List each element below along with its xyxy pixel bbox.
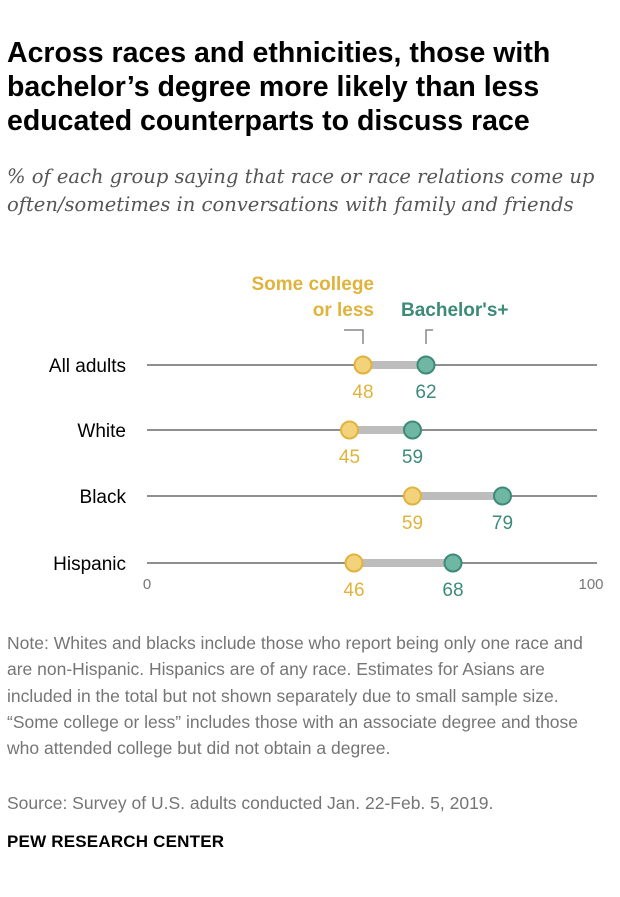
note-text: Note: Whites and blacks include those wh… xyxy=(7,633,583,758)
chart-rows: All adults 48 62 White 45 59 Black 59 79 Hispanic… xyxy=(49,355,597,601)
category-label-white: White xyxy=(77,421,126,442)
dot-some-college-white xyxy=(340,420,359,440)
dot-bachelors-black xyxy=(493,486,512,506)
category-label-all-adults: All adults xyxy=(49,356,126,377)
axis-ticks: 0 100 xyxy=(143,576,604,593)
row-all-adults: All adults 48 62 xyxy=(49,355,597,403)
tick-label-100: 100 xyxy=(578,576,603,593)
value-label-bachelors-black: 79 xyxy=(492,513,513,534)
category-label-hispanic: Hispanic xyxy=(53,554,126,575)
legend-connector-bachelors xyxy=(425,329,433,344)
value-label-some-college-black: 59 xyxy=(402,513,423,534)
value-label-some-college-all-adults: 48 xyxy=(352,382,373,403)
row-white: White 45 59 xyxy=(77,420,597,468)
value-label-some-college-hispanic: 46 xyxy=(343,580,364,601)
legend-bachelors: Bachelor's+ xyxy=(401,300,509,321)
value-label-some-college-white: 45 xyxy=(339,447,360,468)
legend-some-college-line-1: Some college xyxy=(252,274,375,295)
dot-some-college-hispanic xyxy=(344,553,364,573)
legend-some-college-line-2: or less xyxy=(313,300,374,321)
legend-connector-some-college xyxy=(344,329,364,344)
value-label-bachelors-white: 59 xyxy=(402,447,423,468)
row-black: Black 59 79 xyxy=(80,486,597,534)
source-text: Source: Survey of U.S. adults conducted … xyxy=(7,793,494,813)
dot-chart: Some college or less Bachelor's+ All adult… xyxy=(49,274,604,601)
row-hispanic: Hispanic 46 68 xyxy=(53,553,597,601)
tick-label-0: 0 xyxy=(143,576,151,593)
dot-bachelors-white xyxy=(403,420,422,440)
dot-bachelors-hispanic xyxy=(443,553,463,573)
legend: Some college or less Bachelor's+ xyxy=(252,274,509,344)
dot-some-college-all-adults xyxy=(353,355,373,375)
category-label-black: Black xyxy=(80,487,127,508)
value-label-bachelors-hispanic: 68 xyxy=(442,580,463,601)
value-label-bachelors-all-adults: 62 xyxy=(415,382,436,403)
pew-research-center-logo: PEW RESEARCH CENTER xyxy=(7,832,225,851)
dot-bachelors-all-adults xyxy=(416,355,436,375)
chart-subtitle: % of each group saying that race or race… xyxy=(7,165,595,216)
dot-some-college-black xyxy=(403,486,422,506)
chart-title: Across races and ethnicities, those with… xyxy=(7,37,551,138)
